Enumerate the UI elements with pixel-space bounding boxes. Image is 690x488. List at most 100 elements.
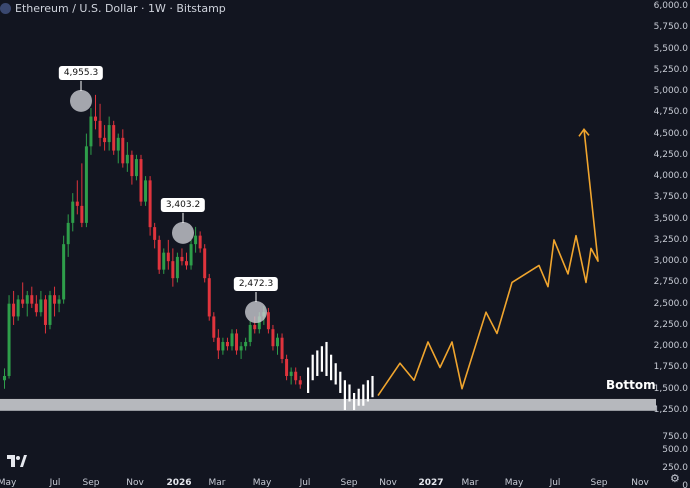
price-tick-label: 4,750.0 [653, 107, 688, 118]
candle [230, 329, 234, 351]
price-tick-label: 5,000.0 [653, 86, 688, 97]
price-tick-label: 6,000.0 [653, 1, 688, 11]
projected-bars [307, 341, 374, 410]
time-tick-label: Sep [340, 478, 358, 488]
candle-body [89, 116, 93, 147]
candle-body [289, 371, 293, 376]
time-tick-label: Sep [82, 478, 100, 488]
candle [166, 239, 170, 270]
price-tick-label: 500.0 [662, 445, 688, 455]
price-tick-label: 0 [682, 481, 688, 488]
price-tick-label: 250.0 [662, 463, 688, 473]
bottom-zone-label: Bottom [606, 378, 656, 392]
price-tick-label: 3,250.0 [653, 234, 688, 245]
candle [107, 116, 111, 151]
candle [203, 244, 207, 283]
price-tick-label: 2,000.0 [653, 341, 688, 352]
ethereum-logo-icon [0, 2, 11, 14]
candle-body [189, 244, 193, 266]
candle [43, 295, 47, 334]
price-tick-label: 2,500.0 [653, 298, 688, 309]
candle-body [75, 201, 79, 206]
candle-body [285, 358, 289, 376]
candle [12, 290, 16, 325]
projected-bar [307, 367, 310, 393]
candle [53, 286, 57, 317]
support-zone [0, 398, 656, 411]
candle [139, 154, 143, 206]
projected-bar [343, 380, 346, 410]
projected-bar [348, 384, 351, 402]
candle-body [84, 146, 88, 223]
candle [298, 375, 302, 389]
peak-callout: 4,955.3 [58, 65, 104, 80]
candle [7, 295, 11, 379]
candle [39, 290, 43, 317]
chart-title: Ethereum / U.S. Dollar · 1W · Bitstamp [15, 1, 226, 15]
candle-body [103, 137, 107, 143]
candle-body [185, 261, 188, 266]
peak-marker [70, 89, 92, 112]
candle-body [180, 256, 184, 262]
candle [180, 248, 184, 266]
candle-body [166, 252, 170, 262]
peak-marker [172, 221, 194, 244]
peak-markers [70, 80, 267, 324]
projected-bar [357, 388, 360, 406]
candle [162, 248, 166, 274]
candle [289, 367, 293, 385]
candle [148, 176, 152, 236]
peak-callout: 2,472.3 [233, 277, 279, 292]
candle [34, 295, 38, 317]
candle [84, 133, 88, 228]
candle [235, 329, 239, 355]
tradingview-logo-icon[interactable] [7, 455, 27, 467]
candles [3, 94, 302, 389]
candle [75, 180, 79, 215]
peak-marker [245, 301, 267, 324]
candle-body [98, 120, 102, 138]
forecast-path [377, 128, 599, 396]
support-zone-band [0, 398, 656, 411]
candle-body [207, 278, 211, 317]
candle [62, 235, 66, 304]
price-tick-label: 3,750.0 [653, 192, 688, 203]
candle-body [30, 295, 34, 304]
settings-gear-icon[interactable]: ⚙ [670, 472, 680, 485]
candle-body [16, 299, 20, 317]
candle-body [294, 371, 298, 381]
price-tick-label: 1,500.0 [653, 383, 688, 394]
time-tick-label: Mar [208, 478, 226, 488]
candle-body [116, 137, 120, 151]
candle-body [71, 201, 75, 223]
price-tick-label: 5,250.0 [653, 64, 688, 75]
time-tick-label: Jul [299, 478, 311, 488]
candle [280, 333, 284, 364]
candle [89, 108, 93, 155]
candle [276, 333, 279, 355]
candle [144, 176, 148, 206]
time-tick-label: Sep [590, 478, 608, 488]
candle-body [48, 295, 52, 325]
candle [153, 222, 157, 249]
candle-body [107, 125, 111, 143]
candle [112, 120, 116, 155]
candle [57, 295, 61, 313]
candle-body [34, 303, 38, 313]
candle-body [148, 180, 152, 228]
chart-header: Ethereum / U.S. Dollar · 1W · Bitstamp [0, 0, 226, 16]
price-tick-label: 3,000.0 [653, 256, 688, 267]
candle [244, 337, 248, 351]
price-tick-label: 3,500.0 [653, 213, 688, 224]
candle-body [62, 244, 66, 300]
candle-body [212, 316, 216, 338]
time-tick-label: Jul [549, 478, 561, 488]
price-tick-label: 5,500.0 [653, 43, 688, 54]
candle [3, 368, 6, 389]
projected-bar [311, 354, 314, 381]
time-tick-label: Jul [49, 478, 61, 488]
candle-body [244, 341, 248, 347]
candle [103, 125, 107, 151]
price-axis[interactable]: 6,000.0 5,750.0 5,500.0 5,250.0 5,000.0 4,750… [654, 0, 690, 488]
